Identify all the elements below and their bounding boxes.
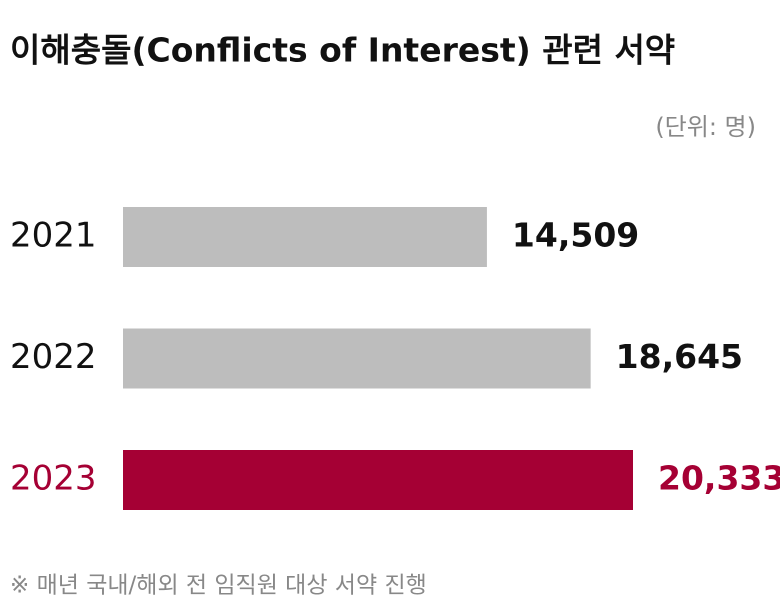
value-label: 18,645 (616, 337, 743, 376)
value-label: 20,333 (658, 459, 780, 498)
unit-label: (단위: 명) (655, 113, 756, 141)
category-label: 2022 (10, 337, 97, 377)
footnote: ※ 매년 국내/해외 전 임직원 대상 서약 진행 (10, 573, 427, 599)
bar (123, 207, 487, 267)
category-label: 2021 (10, 216, 97, 256)
category-label: 2023 (10, 459, 97, 499)
value-label: 14,509 (512, 216, 639, 255)
bar (123, 328, 591, 389)
bar (123, 450, 633, 510)
chart-title: 이해충돌(Conflicts of Interest) 관련 서약 (10, 31, 675, 70)
